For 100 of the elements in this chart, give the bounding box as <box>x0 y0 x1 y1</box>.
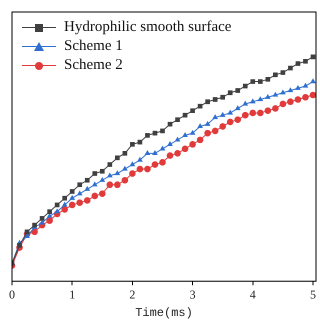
point <box>114 181 121 188</box>
point <box>91 192 98 200</box>
point <box>54 208 60 214</box>
point <box>129 170 136 177</box>
point <box>107 162 112 167</box>
point <box>198 104 202 109</box>
point <box>144 150 150 155</box>
point <box>204 130 211 136</box>
point <box>197 123 203 128</box>
legend-label: Hydrophilic smooth surface <box>64 19 232 36</box>
point <box>168 122 172 126</box>
point <box>92 171 98 176</box>
x-axis-title: Time(ms) <box>135 306 193 320</box>
point <box>287 98 294 106</box>
point <box>220 94 226 100</box>
point <box>228 90 233 96</box>
point <box>212 97 218 102</box>
point <box>249 110 256 116</box>
point <box>257 110 264 116</box>
point <box>303 59 308 64</box>
point <box>212 128 218 134</box>
point <box>84 197 91 204</box>
point <box>310 78 316 84</box>
point <box>92 181 98 186</box>
point <box>196 136 204 144</box>
point <box>145 133 150 138</box>
point <box>61 206 68 213</box>
x-tick-label: 4 <box>250 288 256 302</box>
point <box>242 100 248 106</box>
point <box>280 100 286 108</box>
point <box>69 194 76 200</box>
point <box>258 79 263 84</box>
point <box>250 79 256 84</box>
point <box>99 176 106 182</box>
point <box>212 114 218 120</box>
point <box>130 142 135 147</box>
point <box>160 128 165 134</box>
point <box>190 130 196 135</box>
point <box>266 76 270 82</box>
point <box>106 181 114 188</box>
point <box>24 230 30 234</box>
point <box>152 130 158 136</box>
point <box>114 170 120 176</box>
point <box>159 159 166 166</box>
point <box>46 217 53 224</box>
point <box>144 166 151 172</box>
point <box>84 186 90 191</box>
point <box>204 120 210 126</box>
x-tick-label: 0 <box>9 288 15 302</box>
point <box>219 123 226 130</box>
point <box>190 108 195 114</box>
point <box>242 112 249 118</box>
x-tick-label: 1 <box>69 288 76 302</box>
point <box>47 209 52 214</box>
point <box>136 166 144 172</box>
point <box>76 199 84 206</box>
x-tick-label: 3 <box>190 288 196 302</box>
point <box>122 150 128 156</box>
point <box>98 190 106 198</box>
point <box>295 84 301 90</box>
point <box>100 168 105 174</box>
point <box>40 216 44 221</box>
point <box>227 110 234 115</box>
point <box>182 132 188 138</box>
point <box>17 242 22 248</box>
point <box>138 140 142 144</box>
point <box>62 202 68 207</box>
point <box>62 196 68 201</box>
point <box>152 150 158 155</box>
x-tick-label: 5 <box>310 288 316 302</box>
point <box>288 87 294 92</box>
point <box>174 136 180 142</box>
point <box>234 116 242 123</box>
point <box>273 72 278 78</box>
point <box>264 94 271 99</box>
point <box>272 92 278 97</box>
point <box>106 172 113 178</box>
point <box>205 99 210 104</box>
point <box>182 112 188 118</box>
point <box>272 105 279 112</box>
point <box>250 98 256 104</box>
point <box>175 117 180 122</box>
legend-label: Scheme 2 <box>64 57 123 74</box>
point <box>302 94 309 101</box>
point <box>115 155 120 160</box>
point <box>70 189 75 194</box>
point <box>152 161 158 168</box>
point <box>77 182 82 188</box>
point <box>167 141 173 146</box>
point <box>166 152 174 159</box>
point <box>220 112 226 117</box>
x-tick-label: 2 <box>129 288 136 302</box>
point <box>160 146 166 150</box>
point <box>84 178 90 183</box>
point <box>310 54 316 60</box>
point <box>264 107 272 114</box>
point <box>234 105 241 110</box>
point <box>294 96 302 103</box>
point <box>130 161 136 166</box>
point <box>174 150 181 157</box>
